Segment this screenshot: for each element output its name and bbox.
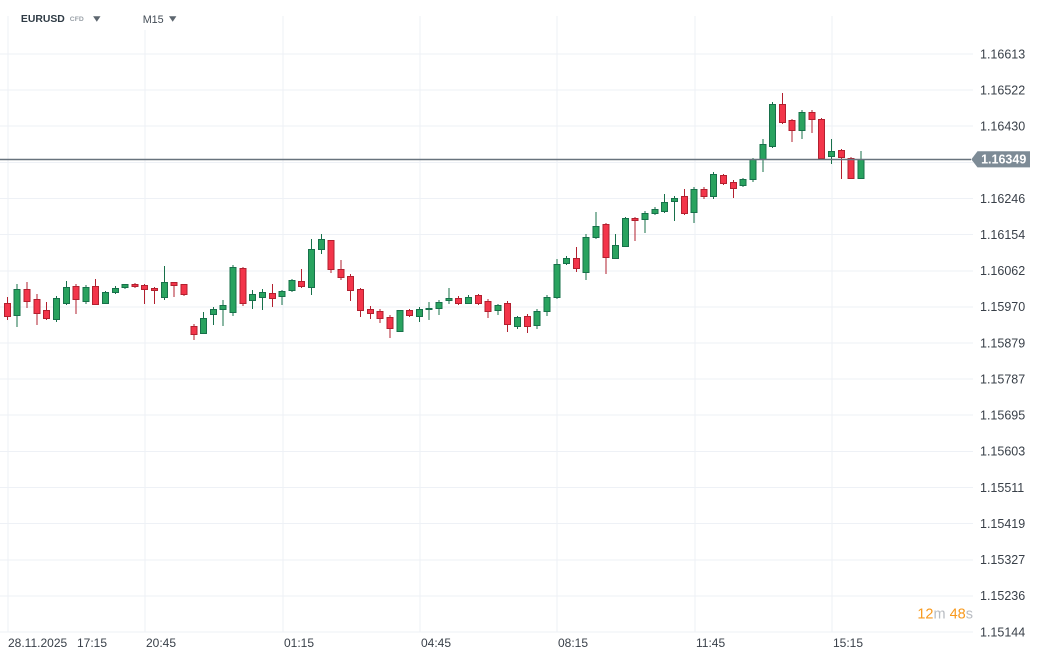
svg-text:M15: M15 [143, 14, 164, 26]
svg-text:1.15970: 1.15970 [980, 300, 1025, 314]
svg-text:1.15144: 1.15144 [980, 625, 1025, 639]
svg-text:15:15: 15:15 [833, 636, 863, 650]
svg-text:1.16613: 1.16613 [980, 47, 1025, 61]
svg-text:1.16062: 1.16062 [980, 264, 1025, 278]
svg-text:08:15: 08:15 [558, 636, 588, 650]
svg-text:EURUSD: EURUSD [21, 14, 65, 25]
svg-text:1.16430: 1.16430 [980, 120, 1025, 134]
svg-text:11:45: 11:45 [696, 636, 725, 650]
svg-text:20:45: 20:45 [146, 636, 176, 650]
svg-text:1.16246: 1.16246 [980, 192, 1025, 206]
svg-text:CFD: CFD [70, 16, 84, 23]
svg-text:04:45: 04:45 [421, 636, 451, 650]
svg-text:1.16522: 1.16522 [980, 83, 1025, 97]
svg-text:1.16154: 1.16154 [980, 228, 1025, 242]
svg-text:1.16349: 1.16349 [981, 153, 1026, 167]
svg-text:28.11.2025: 28.11.2025 [8, 636, 67, 650]
svg-text:01:15: 01:15 [284, 636, 314, 650]
svg-text:1.15236: 1.15236 [980, 589, 1025, 603]
svg-text:1.15419: 1.15419 [980, 517, 1025, 531]
svg-text:1.15879: 1.15879 [980, 336, 1025, 350]
svg-text:17:15: 17:15 [77, 636, 107, 650]
svg-text:1.15511: 1.15511 [980, 481, 1024, 495]
svg-text:1.15695: 1.15695 [980, 409, 1025, 423]
svg-text:1.15603: 1.15603 [980, 445, 1025, 459]
svg-text:1.15327: 1.15327 [980, 553, 1025, 567]
svg-text:1.15787: 1.15787 [980, 372, 1025, 386]
svg-text:12m 48s: 12m 48s [917, 607, 973, 623]
